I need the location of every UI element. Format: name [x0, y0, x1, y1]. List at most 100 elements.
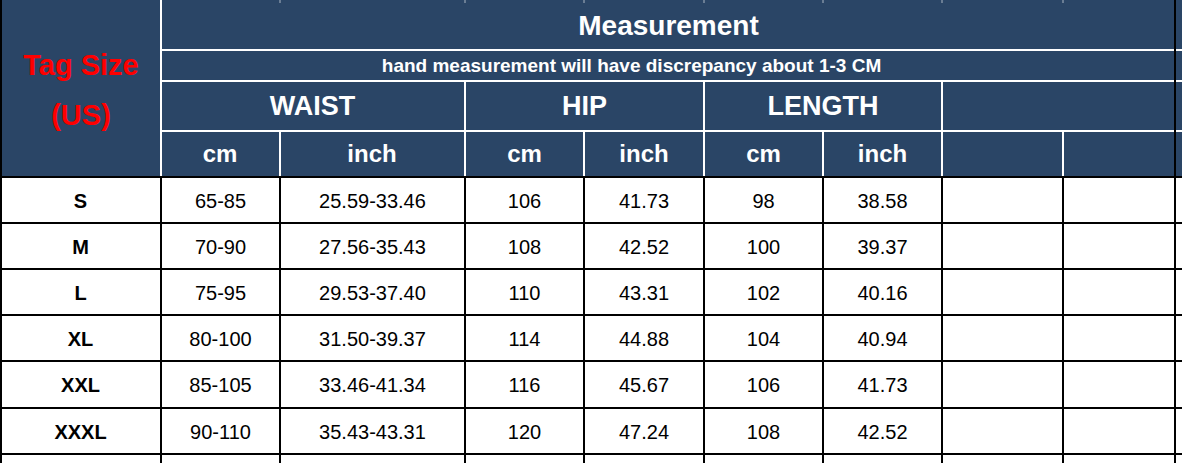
divider [822, 176, 824, 463]
divider [279, 0, 281, 3]
divider [703, 130, 705, 177]
hip-inch-value: 47.24 [584, 409, 704, 455]
length-cm-value: 104 [704, 316, 823, 362]
length-inch-value: 38.58 [823, 178, 942, 224]
length-cm-value: 100 [704, 224, 823, 270]
waist-inch-value: 35.43-43.31 [280, 409, 465, 455]
hip-cm-value: 120 [465, 409, 584, 455]
divider [160, 0, 162, 177]
table-row: M 70-90 27.56-35.43 108 42.52 100 39.37 [0, 224, 1176, 270]
divider [279, 176, 281, 463]
size-label: XXL [0, 362, 161, 408]
tag-size-line1: Tag Size [23, 40, 139, 90]
divider [464, 80, 466, 132]
waist-inch-value: 33.46-41.34 [280, 362, 465, 408]
waist-cm-value: 75-95 [161, 270, 280, 316]
divider [161, 49, 1182, 51]
size-label: L [0, 270, 161, 316]
divider [703, 0, 705, 3]
divider [464, 0, 466, 3]
length-cm-value: 98 [704, 178, 823, 224]
hip-cm-value: 114 [465, 316, 584, 362]
table-row: XL 80-100 31.50-39.37 114 44.88 104 40.9… [0, 316, 1176, 362]
divider [0, 222, 1182, 224]
hip-inch-value: 45.67 [584, 362, 704, 408]
divider [703, 80, 705, 132]
unit-header-waist-cm: cm [161, 132, 279, 176]
hip-inch-value: 43.31 [584, 270, 704, 316]
length-inch-value: 39.37 [823, 224, 942, 270]
waist-inch-value: 27.56-35.43 [280, 224, 465, 270]
divider [703, 176, 705, 463]
size-label: S [0, 178, 161, 224]
unit-header-waist-inch: inch [281, 132, 463, 176]
divider [1062, 176, 1064, 463]
divider [941, 0, 943, 3]
hip-inch-value: 42.52 [584, 224, 704, 270]
waist-inch-value: 29.53-37.40 [280, 270, 465, 316]
length-inch-value: 40.94 [823, 316, 942, 362]
table-left-border [0, 0, 2, 463]
divider [0, 176, 1182, 178]
length-cm-value: 102 [704, 270, 823, 316]
divider [1062, 0, 1064, 3]
length-inch-value: 40.16 [823, 270, 942, 316]
length-cm-value: 108 [704, 409, 823, 455]
table-row: S 65-85 25.59-33.46 106 41.73 98 38.58 [0, 178, 1176, 224]
divider [1062, 130, 1064, 177]
waist-cm-value: 90-110 [161, 409, 280, 455]
hip-cm-value: 106 [465, 178, 584, 224]
hip-inch-value: 44.88 [584, 316, 704, 362]
divider [160, 176, 162, 463]
divider [0, 407, 1182, 409]
hip-cm-value: 110 [465, 270, 584, 316]
waist-inch-value: 25.59-33.46 [280, 178, 465, 224]
table-row: L 75-95 29.53-37.40 110 43.31 102 40.16 [0, 270, 1176, 316]
unit-header-length-cm: cm [705, 132, 822, 176]
size-label: M [0, 224, 161, 270]
waist-cm-value: 65-85 [161, 178, 280, 224]
unit-header-hip-cm: cm [466, 132, 583, 176]
divider [583, 176, 585, 463]
waist-cm-value: 80-100 [161, 316, 280, 362]
unit-header-hip-inch: inch [585, 132, 703, 176]
hip-cm-value: 116 [465, 362, 584, 408]
divider [0, 453, 1182, 455]
group-header-hip: HIP [466, 82, 703, 130]
length-cm-value: 106 [704, 362, 823, 408]
waist-inch-value: 31.50-39.37 [280, 316, 465, 362]
divider [464, 130, 466, 177]
hip-cm-value: 108 [465, 224, 584, 270]
divider [822, 130, 824, 177]
divider [161, 80, 1182, 82]
table-title: Measurement [161, 3, 1176, 49]
group-header-length: LENGTH [705, 82, 941, 130]
waist-cm-value: 85-105 [161, 362, 280, 408]
table-subtitle: hand measurement will have discrepancy a… [161, 51, 1176, 80]
table-row: XXXL 90-110 35.43-43.31 120 47.24 108 42… [0, 409, 1176, 455]
divider [583, 130, 585, 177]
divider [0, 268, 1182, 270]
divider [279, 130, 281, 177]
length-inch-value: 42.52 [823, 409, 942, 455]
divider [941, 176, 943, 463]
group-header-waist: WAIST [161, 82, 464, 130]
waist-cm-value: 70-90 [161, 224, 280, 270]
size-chart-table: Tag Size (US) Measurement hand measureme… [0, 0, 1182, 463]
divider [161, 130, 1182, 132]
divider [941, 80, 943, 132]
table-right-border [1174, 0, 1176, 463]
divider [0, 360, 1182, 362]
divider [464, 176, 466, 463]
tag-size-line2: (US) [51, 90, 111, 140]
divider [822, 0, 824, 3]
size-label: XXXL [0, 409, 161, 455]
tag-size-header: Tag Size (US) [2, 3, 160, 176]
unit-header-length-inch: inch [824, 132, 941, 176]
length-inch-value: 41.73 [823, 362, 942, 408]
size-label: XL [0, 316, 161, 362]
divider [583, 0, 585, 3]
hip-inch-value: 41.73 [584, 178, 704, 224]
divider [0, 314, 1182, 316]
divider [941, 130, 943, 177]
